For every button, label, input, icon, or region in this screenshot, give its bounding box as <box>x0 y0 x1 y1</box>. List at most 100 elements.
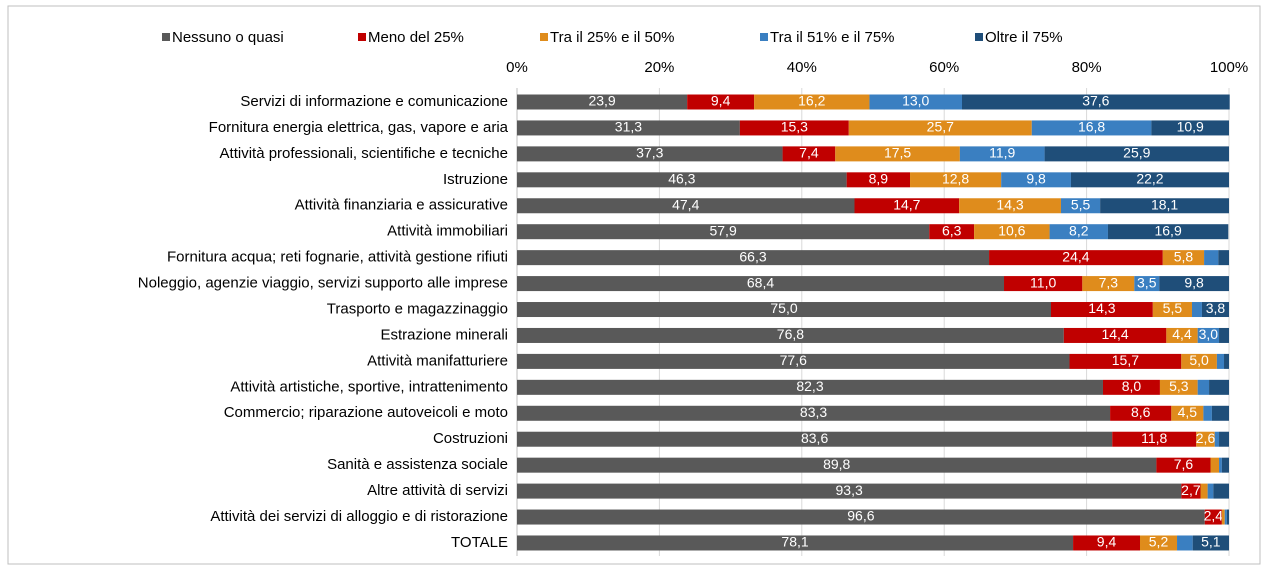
bar-segment <box>1218 250 1229 266</box>
bar-segment <box>687 94 755 110</box>
data-label: 14,3 <box>996 196 1023 212</box>
bar-segment <box>1100 198 1229 214</box>
x-tick-label: 20% <box>644 59 674 76</box>
bar-segment <box>1191 302 1202 318</box>
bar-segment <box>1156 457 1211 473</box>
data-label: 9,4 <box>711 93 731 109</box>
bar-segment <box>1070 172 1229 188</box>
bar-segment <box>1210 457 1220 473</box>
bar-segment <box>1221 509 1225 525</box>
bar-segment <box>1166 327 1198 343</box>
data-label: 10,9 <box>1177 119 1204 135</box>
data-label: 8,9 <box>869 171 889 187</box>
data-label: 5,2 <box>1149 534 1169 550</box>
bar-segment <box>1219 327 1229 343</box>
bar-segment <box>1134 276 1160 292</box>
x-tick-label: 100% <box>1210 59 1248 76</box>
data-label: 17,5 <box>884 145 911 161</box>
data-label: 2,7 <box>1181 482 1201 498</box>
bar-segment <box>1181 483 1201 499</box>
bar-segment <box>1044 146 1229 162</box>
data-label: 6,3 <box>942 222 962 238</box>
data-label: 11,0 <box>1030 274 1056 290</box>
bar-segment <box>1151 120 1229 136</box>
y-tick-label: Attività immobiliari <box>387 223 508 240</box>
data-label: 7,6 <box>1174 456 1194 472</box>
bar-segment <box>517 457 1157 473</box>
bar-segment <box>1192 535 1229 551</box>
y-tick-label: Attività manifatturiere <box>367 352 508 369</box>
y-tick-label: TOTALE <box>451 534 508 551</box>
y-tick-label: Attività professionali, scientifiche e t… <box>220 145 508 162</box>
data-label: 7,3 <box>1099 274 1119 290</box>
bar-segment <box>1159 379 1198 395</box>
bar-segment <box>1216 353 1225 369</box>
bar-segment <box>1004 276 1083 292</box>
bar-segment <box>989 250 1163 266</box>
data-label: 66,3 <box>739 248 766 264</box>
bar-segment <box>517 431 1113 447</box>
bar-segment <box>1219 457 1222 473</box>
bar-segment <box>517 224 930 240</box>
bar-segment <box>754 94 870 110</box>
y-tick-label: Trasporto e magazzinaggio <box>327 300 508 317</box>
legend-swatch <box>358 33 366 41</box>
data-label: 89,8 <box>823 456 850 472</box>
y-tick-label: Noleggio, agenzie viaggio, servizi suppo… <box>138 275 508 292</box>
bar-segment <box>835 146 960 162</box>
legend-label: Meno del 25% <box>368 29 464 46</box>
bar-segment <box>1213 483 1229 499</box>
y-tick-label: Attività dei servizi di alloggio e di ri… <box>210 508 508 525</box>
bar-segment <box>929 224 975 240</box>
data-label: 2,6 <box>1196 430 1216 446</box>
bar-segment <box>1203 405 1212 421</box>
legend-label: Tra il 51% e il 75% <box>770 29 895 46</box>
bar-segment <box>1063 327 1167 343</box>
bar-segment <box>854 198 960 214</box>
bar-segment <box>517 327 1064 343</box>
data-label: 57,9 <box>709 222 736 238</box>
bar-segment <box>1224 509 1227 525</box>
bar-segment <box>517 172 847 188</box>
data-label: 14,4 <box>1101 326 1128 342</box>
data-label: 25,7 <box>927 119 954 135</box>
bar-segment <box>846 172 911 188</box>
data-label: 8,0 <box>1122 378 1142 394</box>
data-label: 82,3 <box>796 378 823 394</box>
data-label: 23,9 <box>588 93 615 109</box>
bar-segment <box>517 509 1205 525</box>
data-label: 5,5 <box>1071 196 1091 212</box>
bar-segment <box>1102 379 1160 395</box>
chart-border <box>7 5 1261 565</box>
data-label: 68,4 <box>747 274 774 290</box>
bar-segment <box>517 483 1182 499</box>
data-label: 8,2 <box>1069 222 1089 238</box>
y-tick-label: Sanità e assistenza sociale <box>327 456 508 473</box>
bar-segment <box>1207 483 1214 499</box>
data-label: 9,8 <box>1026 171 1046 187</box>
bar-segment <box>1197 379 1210 395</box>
data-label: 15,7 <box>1112 352 1139 368</box>
y-tick-label: Servizi di informazione e comunicazione <box>240 93 508 110</box>
y-tick-label: Altre attività di servizi <box>367 482 508 499</box>
legend-swatch <box>760 33 768 41</box>
bar-segment <box>1107 224 1229 240</box>
data-label: 4,5 <box>1178 404 1198 420</box>
legend-swatch <box>975 33 983 41</box>
bar-segment <box>848 120 1032 136</box>
data-label: 7,4 <box>799 145 819 161</box>
data-label: 10,6 <box>998 222 1025 238</box>
data-label: 75,0 <box>770 300 797 316</box>
bar-segment <box>910 172 1002 188</box>
bar-segment <box>517 276 1005 292</box>
legend-swatch <box>540 33 548 41</box>
data-label: 11,9 <box>989 145 1015 161</box>
bar-segment <box>1226 509 1229 525</box>
y-tick-label: Istruzione <box>443 171 508 188</box>
bar-segment <box>869 94 962 110</box>
bar-segment <box>1051 302 1153 318</box>
data-label: 14,7 <box>893 196 920 212</box>
bar-segment <box>517 146 783 162</box>
data-label: 12,8 <box>942 171 969 187</box>
